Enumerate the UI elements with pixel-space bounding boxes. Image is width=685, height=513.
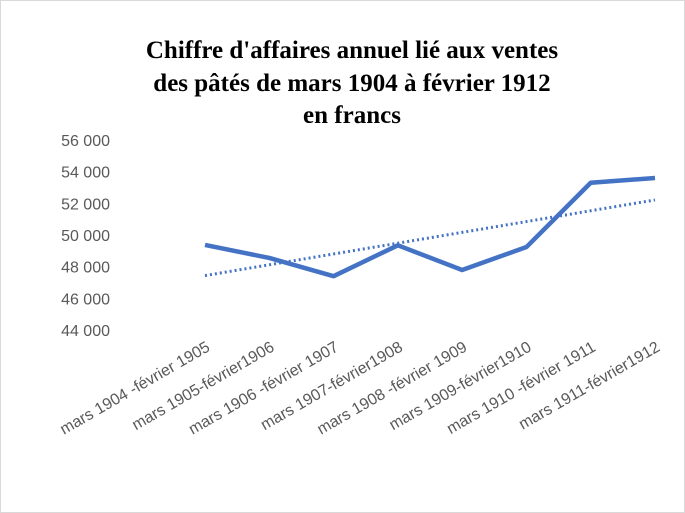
y-tick-label: 52 000 [61,196,110,213]
data-line [204,175,656,279]
y-tick-label: 54 000 [61,165,110,182]
y-tick-label: 48 000 [61,260,110,277]
chart-title: en francs [303,102,401,129]
y-tick-label: 50 000 [61,228,110,245]
chart-title: des pâtés de mars 1904 à février 1912 [153,70,550,97]
y-tick-label: 44 000 [61,323,110,340]
y-tick-label: 56 000 [61,133,110,150]
y-tick-label: 46 000 [61,291,110,308]
chart-title: Chiffre d'affaires annuel lié aux ventes [146,37,559,64]
